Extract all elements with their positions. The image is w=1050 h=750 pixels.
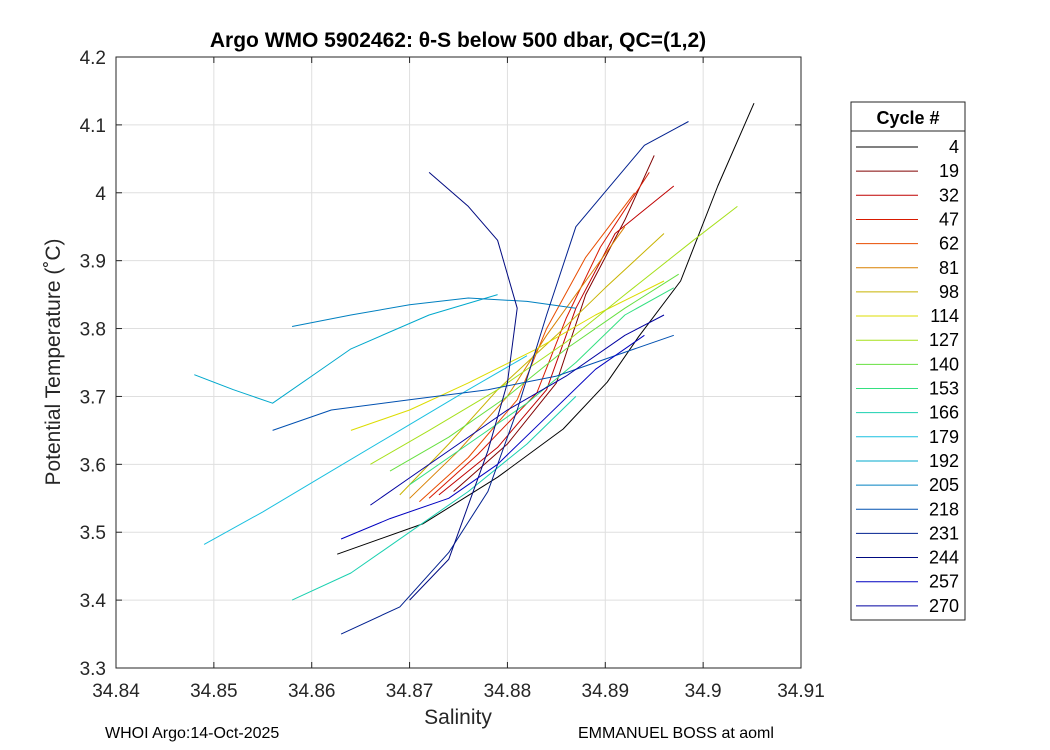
series-line-16 bbox=[340, 121, 689, 635]
series-line-1 bbox=[453, 155, 655, 492]
y-tick-label: 3.8 bbox=[80, 320, 106, 341]
series-line-14 bbox=[292, 297, 576, 327]
legend-entry-label: 218 bbox=[929, 499, 959, 519]
series-line-17 bbox=[409, 172, 518, 601]
series-line-13 bbox=[194, 294, 498, 404]
y-tick-label: 3.7 bbox=[80, 387, 106, 408]
series-line-8 bbox=[370, 206, 738, 465]
y-tick-label: 3.4 bbox=[80, 591, 107, 612]
legend-entry-label: 270 bbox=[929, 596, 959, 616]
legend-entry-label: 140 bbox=[929, 354, 959, 374]
y-tick-label: 4 bbox=[95, 184, 106, 205]
series-line-11 bbox=[291, 396, 577, 601]
x-tick-label: 34.89 bbox=[582, 681, 630, 702]
axis-ticks: 34.84 34.85 34.86 34.87 34.88 34.89 34.9 34.91 3… bbox=[80, 48, 825, 702]
legend-entry-label: 192 bbox=[929, 451, 959, 471]
footer-left: WHOI Argo:14-Oct-2025 bbox=[105, 725, 280, 742]
series-line-12 bbox=[203, 355, 528, 545]
legend-entry-label: 244 bbox=[929, 548, 959, 568]
series-lines bbox=[194, 102, 755, 635]
x-tick-label: 34.87 bbox=[386, 681, 434, 702]
legend-entry-label: 81 bbox=[939, 258, 959, 278]
legend-title: Cycle # bbox=[876, 108, 939, 128]
legend-entry-label: 166 bbox=[929, 403, 959, 423]
series-line-15 bbox=[272, 334, 674, 431]
series-line-6 bbox=[399, 233, 665, 496]
series-line-18 bbox=[340, 334, 645, 540]
series-line-4 bbox=[419, 192, 635, 503]
x-tick-label: 34.9 bbox=[685, 681, 722, 702]
plot-area bbox=[116, 57, 801, 668]
y-tick-label: 4.2 bbox=[80, 48, 106, 69]
legend-entry-label: 114 bbox=[930, 306, 959, 326]
x-axis-label: Salinity bbox=[424, 706, 492, 729]
legend-entry-label: 19 bbox=[939, 161, 959, 181]
x-tick-label: 34.91 bbox=[777, 681, 825, 702]
legend-entry-label: 4 bbox=[949, 137, 959, 157]
series-line-10 bbox=[409, 287, 675, 486]
series-line-5 bbox=[409, 226, 626, 499]
series-line-9 bbox=[389, 273, 679, 472]
series-line-3 bbox=[428, 172, 650, 499]
legend-entry-label: 231 bbox=[929, 523, 959, 543]
series-line-19 bbox=[370, 314, 665, 506]
y-tick-label: 3.6 bbox=[80, 455, 106, 476]
chart-title: Argo WMO 5902462: θ-S below 500 dbar, QC… bbox=[210, 29, 706, 52]
legend: Cycle # 4 19 32 47 62 81 98 114 127 140 153 166 179 1… bbox=[850, 101, 966, 621]
legend-entry-label: 62 bbox=[939, 234, 959, 254]
x-tick-label: 34.86 bbox=[288, 681, 336, 702]
series-line-0 bbox=[337, 102, 755, 555]
legend-entry-label: 47 bbox=[939, 209, 959, 229]
series-line-2 bbox=[438, 185, 675, 496]
footer-right: EMMANUEL BOSS at aoml bbox=[578, 725, 774, 742]
y-tick-label: 3.5 bbox=[80, 523, 106, 544]
legend-entry-label: 179 bbox=[929, 427, 959, 447]
legend-entry-label: 127 bbox=[929, 330, 959, 350]
x-tick-label: 34.85 bbox=[190, 681, 238, 702]
plot-frame bbox=[115, 56, 802, 669]
x-tick-label: 34.88 bbox=[484, 681, 532, 702]
y-tick-label: 3.3 bbox=[80, 659, 106, 680]
legend-entry-label: 98 bbox=[939, 282, 959, 302]
x-tick-label: 34.84 bbox=[92, 681, 140, 702]
y-axis-label: Potential Temperature (˚C) bbox=[42, 238, 65, 485]
legend-entries: 4 19 32 47 62 81 98 114 127 140 153 166 179 192 205 218… bbox=[856, 137, 959, 616]
y-tick-label: 4.1 bbox=[80, 116, 106, 137]
legend-entry-label: 205 bbox=[929, 475, 959, 495]
legend-entry-label: 153 bbox=[929, 379, 959, 399]
y-tick-label: 3.9 bbox=[80, 252, 106, 273]
legend-entry-label: 32 bbox=[939, 185, 959, 205]
legend-entry-label: 257 bbox=[929, 572, 959, 592]
